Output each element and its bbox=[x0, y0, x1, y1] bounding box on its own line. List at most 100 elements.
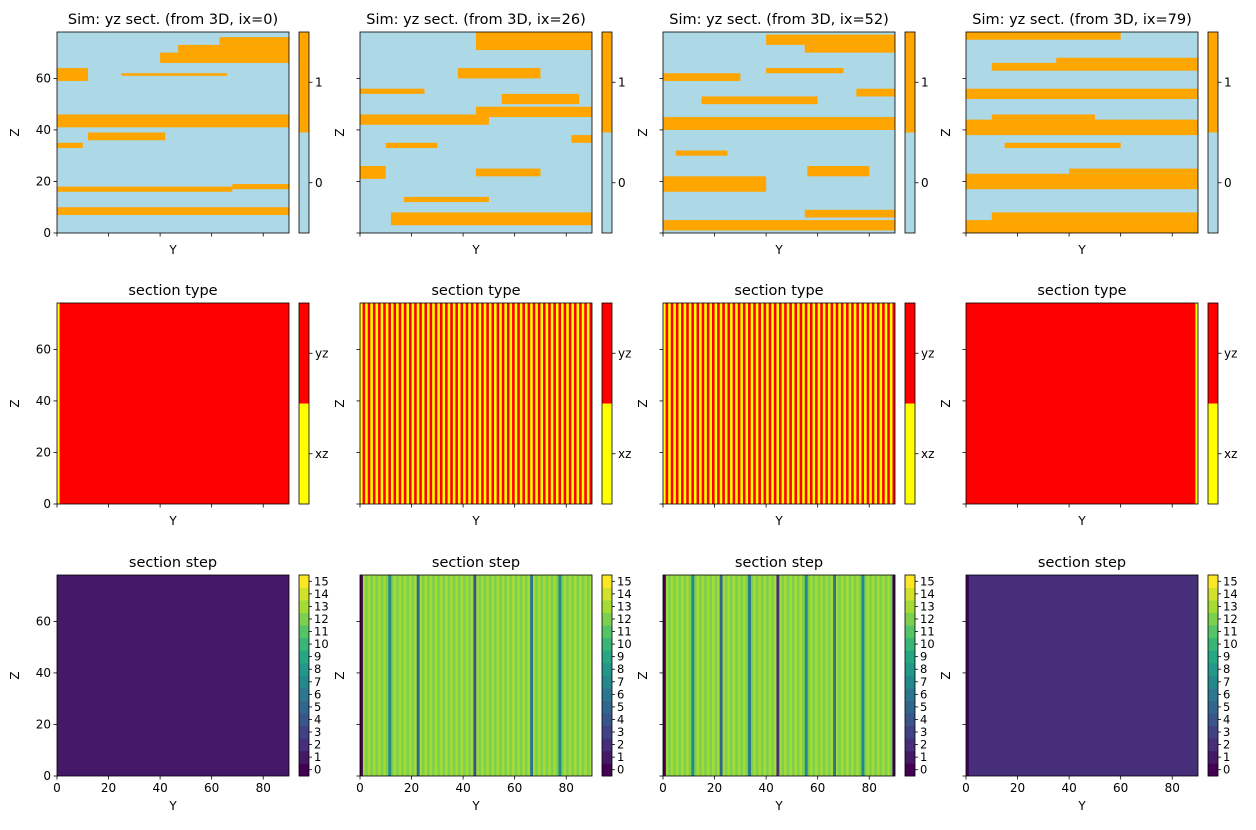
colorbar-segment bbox=[602, 637, 612, 651]
facies-band bbox=[403, 196, 489, 203]
colorbar-tick-label: 10 bbox=[617, 637, 632, 651]
colorbar-frame bbox=[601, 574, 613, 777]
colorbar-tick-label: 3 bbox=[617, 725, 624, 739]
section-step-column bbox=[537, 575, 541, 776]
section-step-column bbox=[419, 575, 423, 776]
facies-band bbox=[360, 88, 425, 94]
section-step-column bbox=[864, 575, 867, 776]
section-step-column bbox=[398, 575, 402, 776]
colorbar-segment bbox=[299, 763, 309, 777]
x-axis-label: Y bbox=[471, 243, 480, 257]
xz-column bbox=[385, 303, 389, 504]
section-step-column bbox=[753, 575, 757, 776]
xz-column bbox=[781, 303, 785, 504]
section-step-column bbox=[781, 575, 785, 776]
colorbar-segment bbox=[299, 662, 309, 676]
colorbar-tick-label: 11 bbox=[920, 625, 935, 639]
xz-column bbox=[791, 303, 795, 504]
xz-column bbox=[864, 303, 867, 504]
section-step-column bbox=[727, 575, 731, 776]
colorbar-segment bbox=[1208, 738, 1218, 752]
section-step-column bbox=[745, 575, 749, 776]
xz-column bbox=[838, 303, 841, 504]
section-step-column bbox=[457, 575, 461, 776]
colorbar-frame bbox=[298, 31, 310, 234]
x-axis-label: Y bbox=[471, 799, 480, 813]
colorbar-tick-label: 15 bbox=[920, 574, 935, 588]
plot-area bbox=[360, 32, 592, 233]
colorbar-segment bbox=[905, 750, 915, 764]
section-step-column bbox=[758, 575, 762, 776]
xz-column bbox=[411, 303, 415, 504]
colorbar-tick-label: 6 bbox=[1223, 687, 1230, 701]
section-step-column bbox=[735, 575, 739, 776]
facies-band bbox=[701, 96, 818, 105]
facies-band bbox=[87, 132, 166, 141]
colorbar-segment bbox=[299, 625, 309, 639]
colorbar-tick-label: 4 bbox=[314, 712, 321, 726]
colorbar-segment bbox=[905, 763, 915, 777]
colorbar-segment bbox=[1208, 713, 1218, 727]
colorbar-tick-label: 15 bbox=[1223, 574, 1238, 588]
x-tick-label: 20 bbox=[101, 781, 116, 795]
xz-column bbox=[581, 303, 585, 504]
y-axis-label: Z bbox=[333, 399, 347, 407]
colorbar-frame bbox=[1207, 302, 1219, 505]
facies-band bbox=[663, 73, 741, 81]
section-type-cells bbox=[57, 303, 289, 504]
section-step-column bbox=[501, 575, 505, 776]
colorbar-tick-label: 9 bbox=[314, 650, 321, 664]
section-step-column bbox=[365, 575, 369, 776]
xz-column bbox=[853, 303, 857, 504]
section-step-column bbox=[563, 575, 567, 776]
y-axis-label: Z bbox=[636, 128, 650, 136]
colorbar-tick-label: 9 bbox=[1223, 650, 1230, 664]
section-step-column bbox=[450, 575, 454, 776]
colorbar-segment bbox=[299, 403, 309, 504]
section-step-column bbox=[408, 575, 412, 776]
x-axis-label: Y bbox=[774, 514, 783, 528]
facies-band bbox=[1004, 142, 1121, 148]
y-tick-label: 20 bbox=[36, 445, 51, 459]
section-step-column bbox=[804, 575, 808, 776]
section-step-column bbox=[675, 575, 679, 776]
colorbar-segment bbox=[905, 32, 915, 133]
colorbar-tick-label: 3 bbox=[314, 725, 321, 739]
section-step-column bbox=[876, 575, 880, 776]
section-step-column bbox=[802, 575, 806, 776]
axes-frame bbox=[359, 31, 593, 234]
colorbar-tick-label: 6 bbox=[314, 687, 321, 701]
colorbar: xz yz bbox=[601, 302, 631, 505]
colorbar-segment bbox=[905, 688, 915, 701]
axes-frame bbox=[359, 302, 593, 505]
plot-area bbox=[360, 303, 592, 504]
colorbar-segment bbox=[602, 587, 612, 601]
colorbar-frame bbox=[1207, 574, 1219, 777]
section-step-column bbox=[740, 575, 744, 776]
facies-band bbox=[219, 37, 289, 45]
colorbar-tick-label: 1 bbox=[921, 75, 929, 89]
section-step-column bbox=[848, 575, 852, 776]
section-step-column bbox=[663, 575, 666, 776]
section-step-column bbox=[786, 575, 790, 776]
colorbar-segment bbox=[1208, 700, 1218, 714]
colorbar-segment bbox=[1208, 575, 1218, 588]
colorbar-tick-label: 5 bbox=[617, 700, 624, 714]
xz-column bbox=[678, 303, 682, 504]
section-step-column bbox=[771, 575, 775, 776]
xz-column bbox=[709, 303, 712, 504]
panel-title: Sim: yz sect. (from 3D, ix=52) bbox=[669, 12, 889, 28]
colorbar-segment bbox=[299, 650, 309, 664]
section-step-column bbox=[668, 575, 672, 776]
colorbar-segment bbox=[1208, 403, 1218, 504]
colorbar-segment bbox=[905, 700, 915, 714]
facies-band bbox=[178, 44, 289, 53]
facies-band bbox=[571, 135, 592, 143]
section-step-column bbox=[512, 575, 515, 776]
colorbar-tick-label: yz bbox=[315, 346, 328, 360]
colorbar-segment bbox=[299, 637, 309, 651]
plot-area bbox=[663, 575, 895, 776]
